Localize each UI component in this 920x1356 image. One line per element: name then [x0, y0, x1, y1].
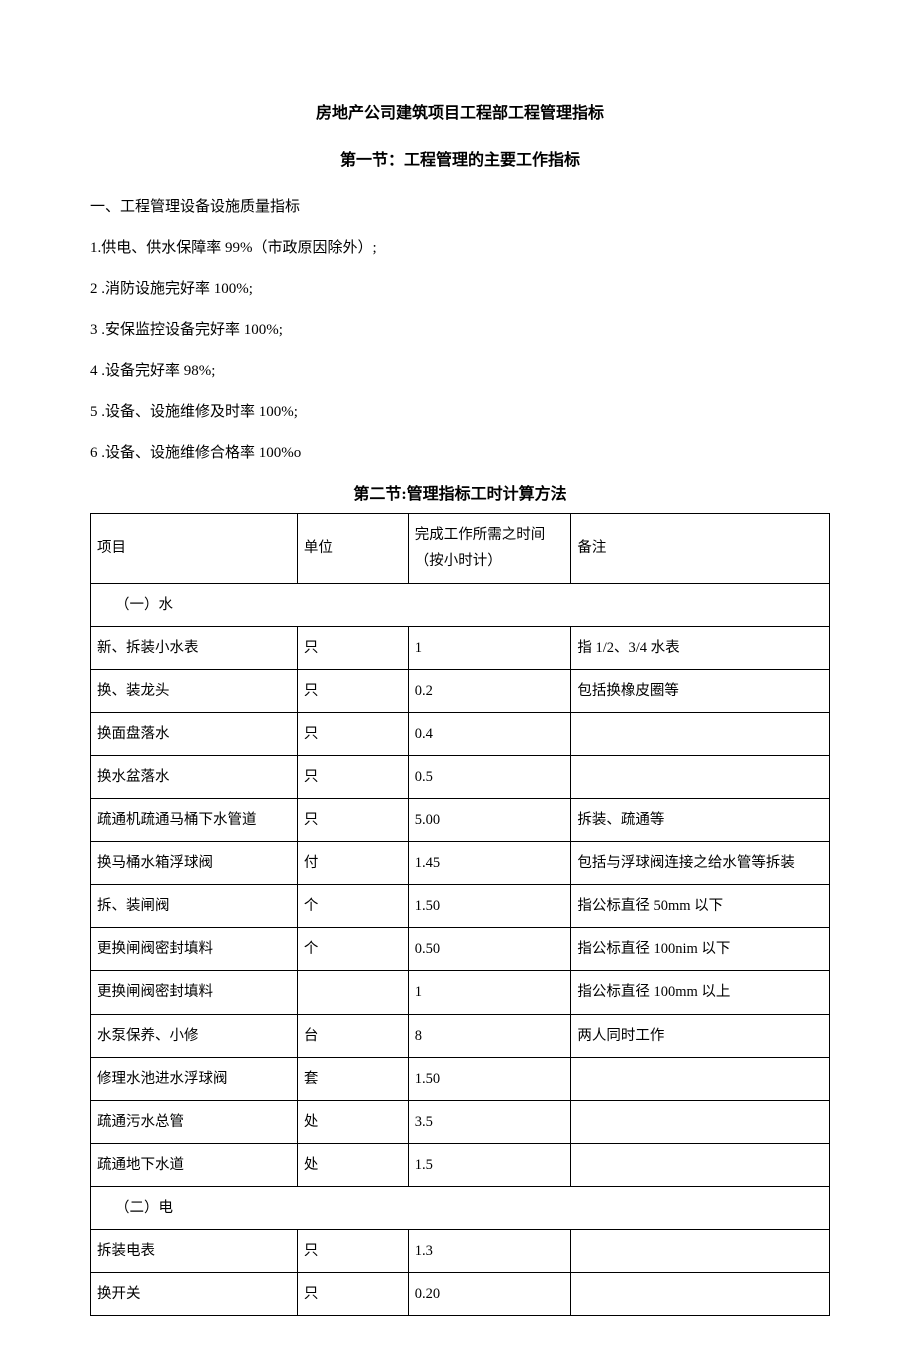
table-row: 新、拆装小水表只1指 1/2、3/4 水表	[91, 626, 830, 669]
col-header-note: 备注	[571, 514, 830, 583]
cell-time: 0.4	[408, 712, 571, 755]
cell-time: 0.5	[408, 755, 571, 798]
cell-note: 指公标直径 50mm 以下	[571, 885, 830, 928]
cell-note	[571, 1057, 830, 1100]
section1-heading: 第一节：工程管理的主要工作指标	[90, 147, 830, 176]
cell-time: 1.45	[408, 842, 571, 885]
cell-item: 换水盆落水	[91, 755, 298, 798]
list-item: 1.供电、供水保障率 99%（市政原因除外）;	[90, 235, 830, 262]
cell-unit: 套	[297, 1057, 408, 1100]
cell-note: 指公标直径 100nim 以下	[571, 928, 830, 971]
table-row: 更换闸阀密封填料 1指公标直径 100mm 以上	[91, 971, 830, 1014]
cell-note	[571, 1100, 830, 1143]
cell-note: 拆装、疏通等	[571, 799, 830, 842]
cell-unit: 只	[297, 799, 408, 842]
table-row: 换马桶水箱浮球阀付1.45包括与浮球阀连接之给水管等拆装	[91, 842, 830, 885]
cell-item: 换面盘落水	[91, 712, 298, 755]
cell-item: 换、装龙头	[91, 669, 298, 712]
cell-item: 拆、装闸阀	[91, 885, 298, 928]
table-row: 换面盘落水只0.4	[91, 712, 830, 755]
work-hour-table: 项目 单位 完成工作所需之时间（按小时计） 备注 （一）水 新、拆装小水表只1指…	[90, 513, 830, 1316]
cell-unit: 只	[297, 755, 408, 798]
cell-time: 0.2	[408, 669, 571, 712]
cell-note	[571, 1143, 830, 1186]
cell-time: 0.50	[408, 928, 571, 971]
section2-heading: 第二节:管理指标工时计算方法	[90, 481, 830, 510]
cell-time: 1.50	[408, 1057, 571, 1100]
cell-unit	[297, 971, 408, 1014]
col-header-unit: 单位	[297, 514, 408, 583]
list-item: 2 .消防设施完好率 100%;	[90, 276, 830, 303]
cell-item: 更换闸阀密封填料	[91, 928, 298, 971]
cell-item: 换开关	[91, 1273, 298, 1316]
table-row: 水泵保养、小修台8两人同时工作	[91, 1014, 830, 1057]
cell-item: 更换闸阀密封填料	[91, 971, 298, 1014]
cell-note: 指 1/2、3/4 水表	[571, 626, 830, 669]
cell-unit: 台	[297, 1014, 408, 1057]
table-row: 换水盆落水只0.5	[91, 755, 830, 798]
cell-item: 疏通机疏通马桶下水管道	[91, 799, 298, 842]
table-group-row: （一）水	[91, 583, 830, 626]
table-row: 换、装龙头只0.2包括换橡皮圈等	[91, 669, 830, 712]
cell-unit: 付	[297, 842, 408, 885]
cell-time: 1.3	[408, 1229, 571, 1272]
cell-unit: 处	[297, 1143, 408, 1186]
cell-note	[571, 712, 830, 755]
table-row: 修理水池进水浮球阀套1.50	[91, 1057, 830, 1100]
document-title: 房地产公司建筑项目工程部工程管理指标	[90, 100, 830, 129]
cell-time: 1	[408, 971, 571, 1014]
table-row: 拆装电表只1.3	[91, 1229, 830, 1272]
table-header-row: 项目 单位 完成工作所需之时间（按小时计） 备注	[91, 514, 830, 583]
cell-item: 疏通污水总管	[91, 1100, 298, 1143]
table-row: 拆、装闸阀个1.50指公标直径 50mm 以下	[91, 885, 830, 928]
group-water: （一）水	[91, 583, 830, 626]
list-item: 6 .设备、设施维修合格率 100%o	[90, 440, 830, 467]
cell-unit: 个	[297, 885, 408, 928]
cell-item: 修理水池进水浮球阀	[91, 1057, 298, 1100]
col-header-item: 项目	[91, 514, 298, 583]
cell-note: 指公标直径 100mm 以上	[571, 971, 830, 1014]
cell-note: 包括与浮球阀连接之给水管等拆装	[571, 842, 830, 885]
cell-time: 1	[408, 626, 571, 669]
table-row: 疏通机疏通马桶下水管道只5.00拆装、疏通等	[91, 799, 830, 842]
table-row: 疏通地下水道处1.5	[91, 1143, 830, 1186]
table-row: 更换闸阀密封填料个0.50指公标直径 100nim 以下	[91, 928, 830, 971]
table-row: 换开关只0.20	[91, 1273, 830, 1316]
cell-item: 新、拆装小水表	[91, 626, 298, 669]
list-item: 5 .设备、设施维修及时率 100%;	[90, 399, 830, 426]
cell-item: 换马桶水箱浮球阀	[91, 842, 298, 885]
col-header-time: 完成工作所需之时间（按小时计）	[408, 514, 571, 583]
cell-item: 水泵保养、小修	[91, 1014, 298, 1057]
cell-unit: 只	[297, 669, 408, 712]
group-electric: （二）电	[91, 1186, 830, 1229]
cell-note: 两人同时工作	[571, 1014, 830, 1057]
cell-unit: 只	[297, 712, 408, 755]
cell-time: 1.50	[408, 885, 571, 928]
cell-unit: 只	[297, 1229, 408, 1272]
cell-time: 3.5	[408, 1100, 571, 1143]
cell-time: 8	[408, 1014, 571, 1057]
section1-subheading: 一、工程管理设备设施质量指标	[90, 194, 830, 221]
cell-note: 包括换橡皮圈等	[571, 669, 830, 712]
cell-unit: 处	[297, 1100, 408, 1143]
cell-time: 5.00	[408, 799, 571, 842]
cell-unit: 个	[297, 928, 408, 971]
table-row: 疏通污水总管处3.5	[91, 1100, 830, 1143]
cell-note	[571, 1229, 830, 1272]
cell-unit: 只	[297, 626, 408, 669]
cell-note	[571, 755, 830, 798]
list-item: 4 .设备完好率 98%;	[90, 358, 830, 385]
cell-unit: 只	[297, 1273, 408, 1316]
table-group-row: （二）电	[91, 1186, 830, 1229]
cell-time: 0.20	[408, 1273, 571, 1316]
cell-note	[571, 1273, 830, 1316]
list-item: 3 .安保监控设备完好率 100%;	[90, 317, 830, 344]
cell-time: 1.5	[408, 1143, 571, 1186]
cell-item: 拆装电表	[91, 1229, 298, 1272]
cell-item: 疏通地下水道	[91, 1143, 298, 1186]
